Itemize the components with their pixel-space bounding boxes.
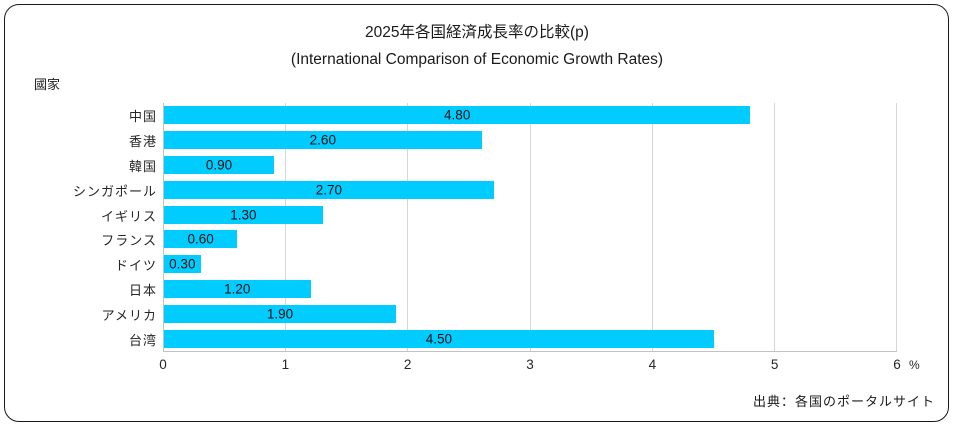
x-tick-label: 0: [159, 357, 167, 372]
bar: 4.80: [164, 106, 751, 125]
category-label: アメリカ: [101, 308, 157, 324]
bar: 1.90: [164, 304, 397, 323]
category-label: 台湾: [128, 333, 157, 349]
bar-value-label: 2.70: [315, 182, 343, 198]
x-axis-ticks: 0 1 2 3 4 5 6: [159, 357, 901, 375]
bar-value-label: 0.30: [169, 256, 196, 272]
bar-value-label: 1.90: [266, 306, 294, 322]
bar-row: 1.20: [164, 277, 897, 302]
bar-value-label: 1.30: [230, 207, 257, 223]
category-label: 中国: [128, 108, 157, 124]
category-label: 香港: [128, 133, 157, 149]
x-tick-label: 4: [648, 357, 657, 372]
bar-row: 1.30: [164, 202, 897, 227]
gridline: [529, 103, 531, 351]
category-label: イギリス: [100, 208, 157, 224]
chart-title-block: 2025年各国経済成長率の比較(p) (International Compar…: [0, 19, 954, 73]
category-label: フランス: [101, 233, 157, 249]
bar-value-label: 4.50: [425, 331, 453, 347]
gridline: [773, 103, 775, 351]
chart-frame-border: [4, 4, 949, 422]
category-label: 日本: [128, 283, 157, 299]
category-label: ドイツ: [114, 258, 157, 274]
category-labels-column: 中国香港韓国シンガポールイギリスフランスドイツ日本アメリカ台湾: [0, 103, 157, 352]
bar-row: 0.60: [164, 227, 897, 252]
x-tick-label: 6: [893, 357, 901, 372]
bar: 1.30: [164, 205, 323, 224]
x-tick-label: 5: [770, 357, 779, 372]
y-axis-title: 國家: [34, 77, 61, 92]
gridline: [896, 103, 897, 351]
bar-value-label: 1.20: [224, 281, 251, 297]
bar: 2.70: [164, 180, 494, 199]
bar-row: 1.90: [164, 301, 897, 326]
bar-value-label: 2.60: [309, 132, 336, 148]
source-note: 出典：各国のポータルサイト: [752, 394, 935, 409]
gridline: [285, 103, 287, 351]
x-tick-label: 3: [526, 357, 534, 372]
x-axis-unit-label: %: [909, 358, 920, 372]
chart-subtitle: (International Comparison of Economic Gr…: [290, 51, 664, 68]
gridline: [407, 103, 409, 351]
bar-row: 2.70: [164, 177, 897, 202]
bar-row: 4.80: [164, 103, 897, 128]
bars-container: 4.80 2.60 0.90 2.70 1.30 0.60 0.30 1.20 1.90 4.50: [164, 103, 897, 351]
bar: 0.60: [164, 230, 238, 249]
bar-row: 4.50: [164, 326, 897, 351]
bar: 1.20: [164, 279, 311, 298]
category-label: 韓国: [128, 158, 157, 174]
bar-value-label: 0.60: [187, 231, 214, 247]
bar: 2.60: [164, 131, 482, 150]
x-tick-label: 2: [403, 357, 412, 372]
category-label: シンガポール: [72, 183, 157, 199]
bar: 0.90: [164, 155, 274, 174]
bar-row: 0.90: [164, 153, 897, 178]
gridline: [651, 103, 653, 351]
bar-row: 2.60: [164, 128, 897, 153]
bar-value-label: 4.80: [444, 107, 471, 123]
plot-area: 4.80 2.60 0.90 2.70 1.30 0.60 0.30 1.20 1.90 4.50: [163, 103, 897, 352]
bar-row: 0.30: [164, 252, 897, 277]
chart-title: 2025年各国経済成長率の比較(p): [365, 24, 589, 41]
bar: 4.50: [164, 329, 714, 348]
bar-value-label: 0.90: [205, 157, 233, 173]
bar: 0.30: [164, 255, 201, 274]
x-tick-label: 1: [281, 357, 290, 372]
